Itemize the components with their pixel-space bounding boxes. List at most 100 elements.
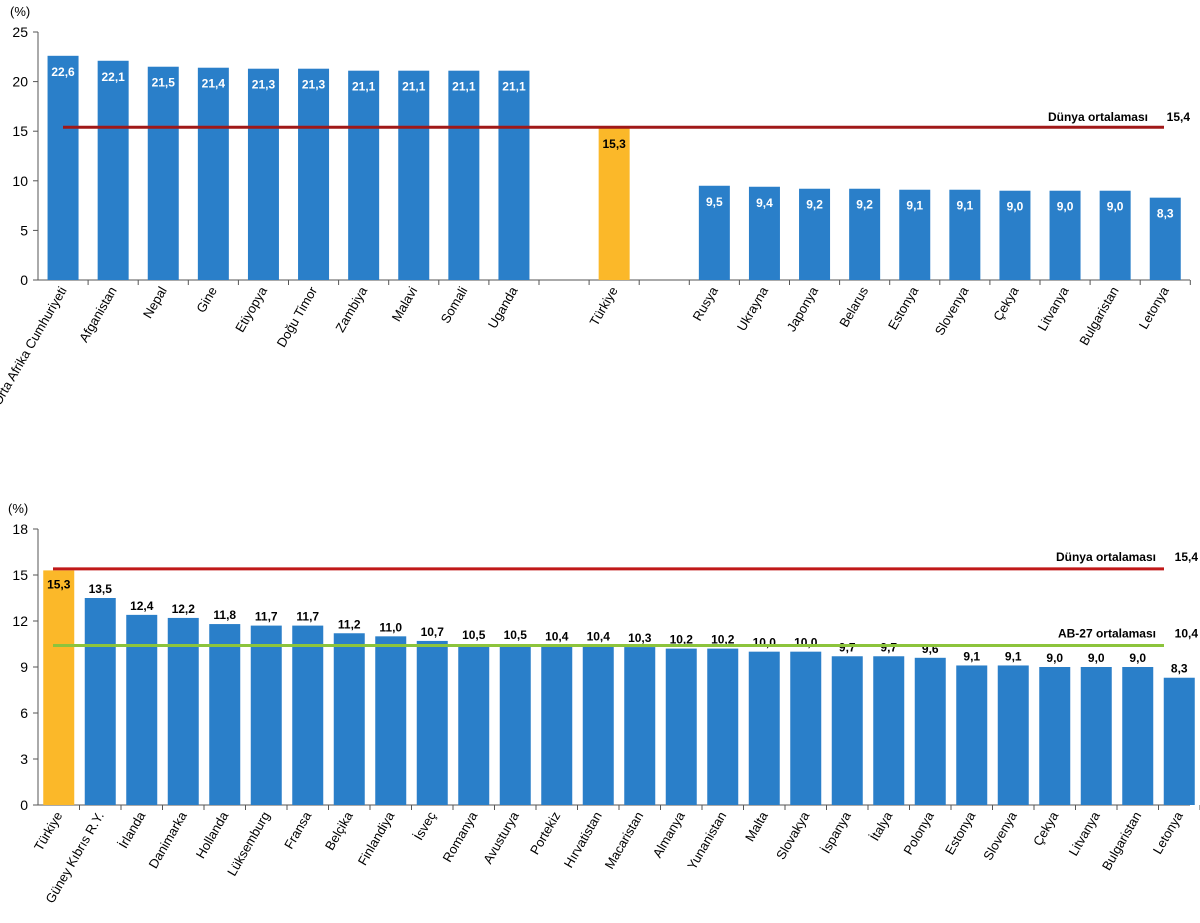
bar-value-label: 10,2 xyxy=(670,633,694,647)
category-label: Çekya xyxy=(1030,808,1062,848)
bar xyxy=(167,617,199,805)
bar-value-label: 15,3 xyxy=(602,137,626,151)
bar-value-label: 21,3 xyxy=(252,78,276,92)
category-label: Polonya xyxy=(900,808,937,857)
bar xyxy=(624,647,656,805)
bar-value-label: 11,0 xyxy=(379,620,402,634)
category-label: Bulgaristan xyxy=(1099,809,1145,873)
bar-value-label: 11,2 xyxy=(338,617,361,631)
reference-value: 15,4 xyxy=(1175,550,1199,564)
category-label: Portekiz xyxy=(527,809,563,857)
category-label: Hollanda xyxy=(193,808,232,861)
bar xyxy=(47,55,79,280)
bar-value-label: 10,4 xyxy=(587,630,611,644)
bar-value-label: 9,1 xyxy=(906,199,923,213)
category-label: Slovenya xyxy=(980,808,1020,862)
y-tick-label: 9 xyxy=(20,659,28,675)
category-label: Finlandiya xyxy=(355,808,398,867)
bar-value-label: 9,0 xyxy=(1107,200,1124,214)
category-label: Letonya xyxy=(1136,283,1173,331)
bar xyxy=(997,665,1029,805)
category-label: Çekya xyxy=(990,283,1022,323)
bar-value-label: 10,5 xyxy=(462,628,486,642)
bar-value-label: 21,4 xyxy=(202,77,226,91)
bar-value-label: 9,0 xyxy=(1057,200,1074,214)
bar xyxy=(250,625,282,805)
bar-value-label: 10,0 xyxy=(794,636,818,650)
bar xyxy=(541,645,573,805)
bar-value-label: 9,1 xyxy=(1005,649,1022,663)
bar-highlight xyxy=(598,128,630,280)
bar xyxy=(1039,667,1071,805)
category-label: Yunanistan xyxy=(684,809,729,872)
y-tick-label: 15 xyxy=(12,567,28,583)
bar-value-label: 10,0 xyxy=(753,636,777,650)
category-label: Türkiye xyxy=(586,284,620,328)
bar xyxy=(84,598,116,805)
bar-value-label: 10,3 xyxy=(628,631,652,645)
bar xyxy=(790,651,822,805)
bar-value-label: 9,6 xyxy=(922,642,939,656)
reference-value: 10,4 xyxy=(1175,627,1199,641)
category-label: Fransa xyxy=(281,808,315,851)
y-tick-label: 3 xyxy=(20,751,28,767)
bar-value-label: 21,1 xyxy=(402,80,426,94)
y-tick-label: 12 xyxy=(12,613,28,629)
y-tick-label: 0 xyxy=(20,797,28,813)
bar-value-label: 11,7 xyxy=(296,610,319,624)
category-label: Doğu Timor xyxy=(274,283,321,349)
category-label: İtalya xyxy=(867,808,896,843)
bar xyxy=(247,68,279,280)
bar-value-label: 9,4 xyxy=(756,196,773,210)
bar-value-label: 13,5 xyxy=(89,582,113,596)
bar xyxy=(1080,667,1112,805)
bar-value-label: 12,2 xyxy=(172,602,196,616)
bar xyxy=(209,624,241,805)
bar-value-label: 9,0 xyxy=(1129,651,1146,665)
bar-value-label: 9,0 xyxy=(1046,651,1063,665)
bar-value-label: 9,7 xyxy=(839,640,856,654)
bar-value-label: 22,6 xyxy=(51,65,75,79)
bar-value-label: 8,3 xyxy=(1157,207,1174,221)
bar xyxy=(899,189,931,280)
category-label: Orta Afrika Cumhuriyeti xyxy=(0,284,70,408)
bar xyxy=(873,656,905,805)
category-label: Danimarka xyxy=(145,808,190,871)
bar xyxy=(1049,190,1081,280)
bar xyxy=(949,189,981,280)
bar xyxy=(298,68,330,280)
bar xyxy=(197,67,229,280)
bar-value-label: 21,5 xyxy=(152,76,176,90)
bar xyxy=(333,633,365,805)
bar-value-label: 9,0 xyxy=(1088,651,1105,665)
bar xyxy=(499,644,531,805)
bar-value-label: 9,0 xyxy=(1007,200,1024,214)
category-label: Nepal xyxy=(140,284,170,321)
bar xyxy=(416,640,448,805)
bar-value-label: 9,5 xyxy=(706,195,723,209)
category-label: Letonya xyxy=(1150,808,1187,856)
bar-value-label: 9,2 xyxy=(806,198,823,212)
bar xyxy=(831,656,863,805)
bar-value-label: 10,7 xyxy=(421,625,445,639)
bar-highlight xyxy=(43,570,75,805)
y-tick-label: 18 xyxy=(12,521,28,537)
bar xyxy=(448,70,480,280)
bar-value-label: 21,1 xyxy=(502,80,526,94)
bar xyxy=(147,66,179,280)
bar-value-label: 15,3 xyxy=(47,577,71,591)
reference-label: AB-27 ortalaması xyxy=(1058,627,1156,641)
y-tick-label: 6 xyxy=(20,705,28,721)
bar-value-label: 8,3 xyxy=(1171,662,1188,676)
category-label: Hırvatistan xyxy=(561,809,605,870)
bar xyxy=(348,70,380,280)
bar xyxy=(698,185,730,280)
reference-value: 15,4 xyxy=(1167,110,1191,124)
bar-value-label: 12,4 xyxy=(130,599,154,613)
category-label: Etiyopya xyxy=(232,283,270,334)
bar xyxy=(914,657,946,805)
category-label: Estonya xyxy=(942,808,979,857)
bar-value-label: 9,1 xyxy=(963,649,980,663)
y-unit-label: (%) xyxy=(8,501,28,516)
